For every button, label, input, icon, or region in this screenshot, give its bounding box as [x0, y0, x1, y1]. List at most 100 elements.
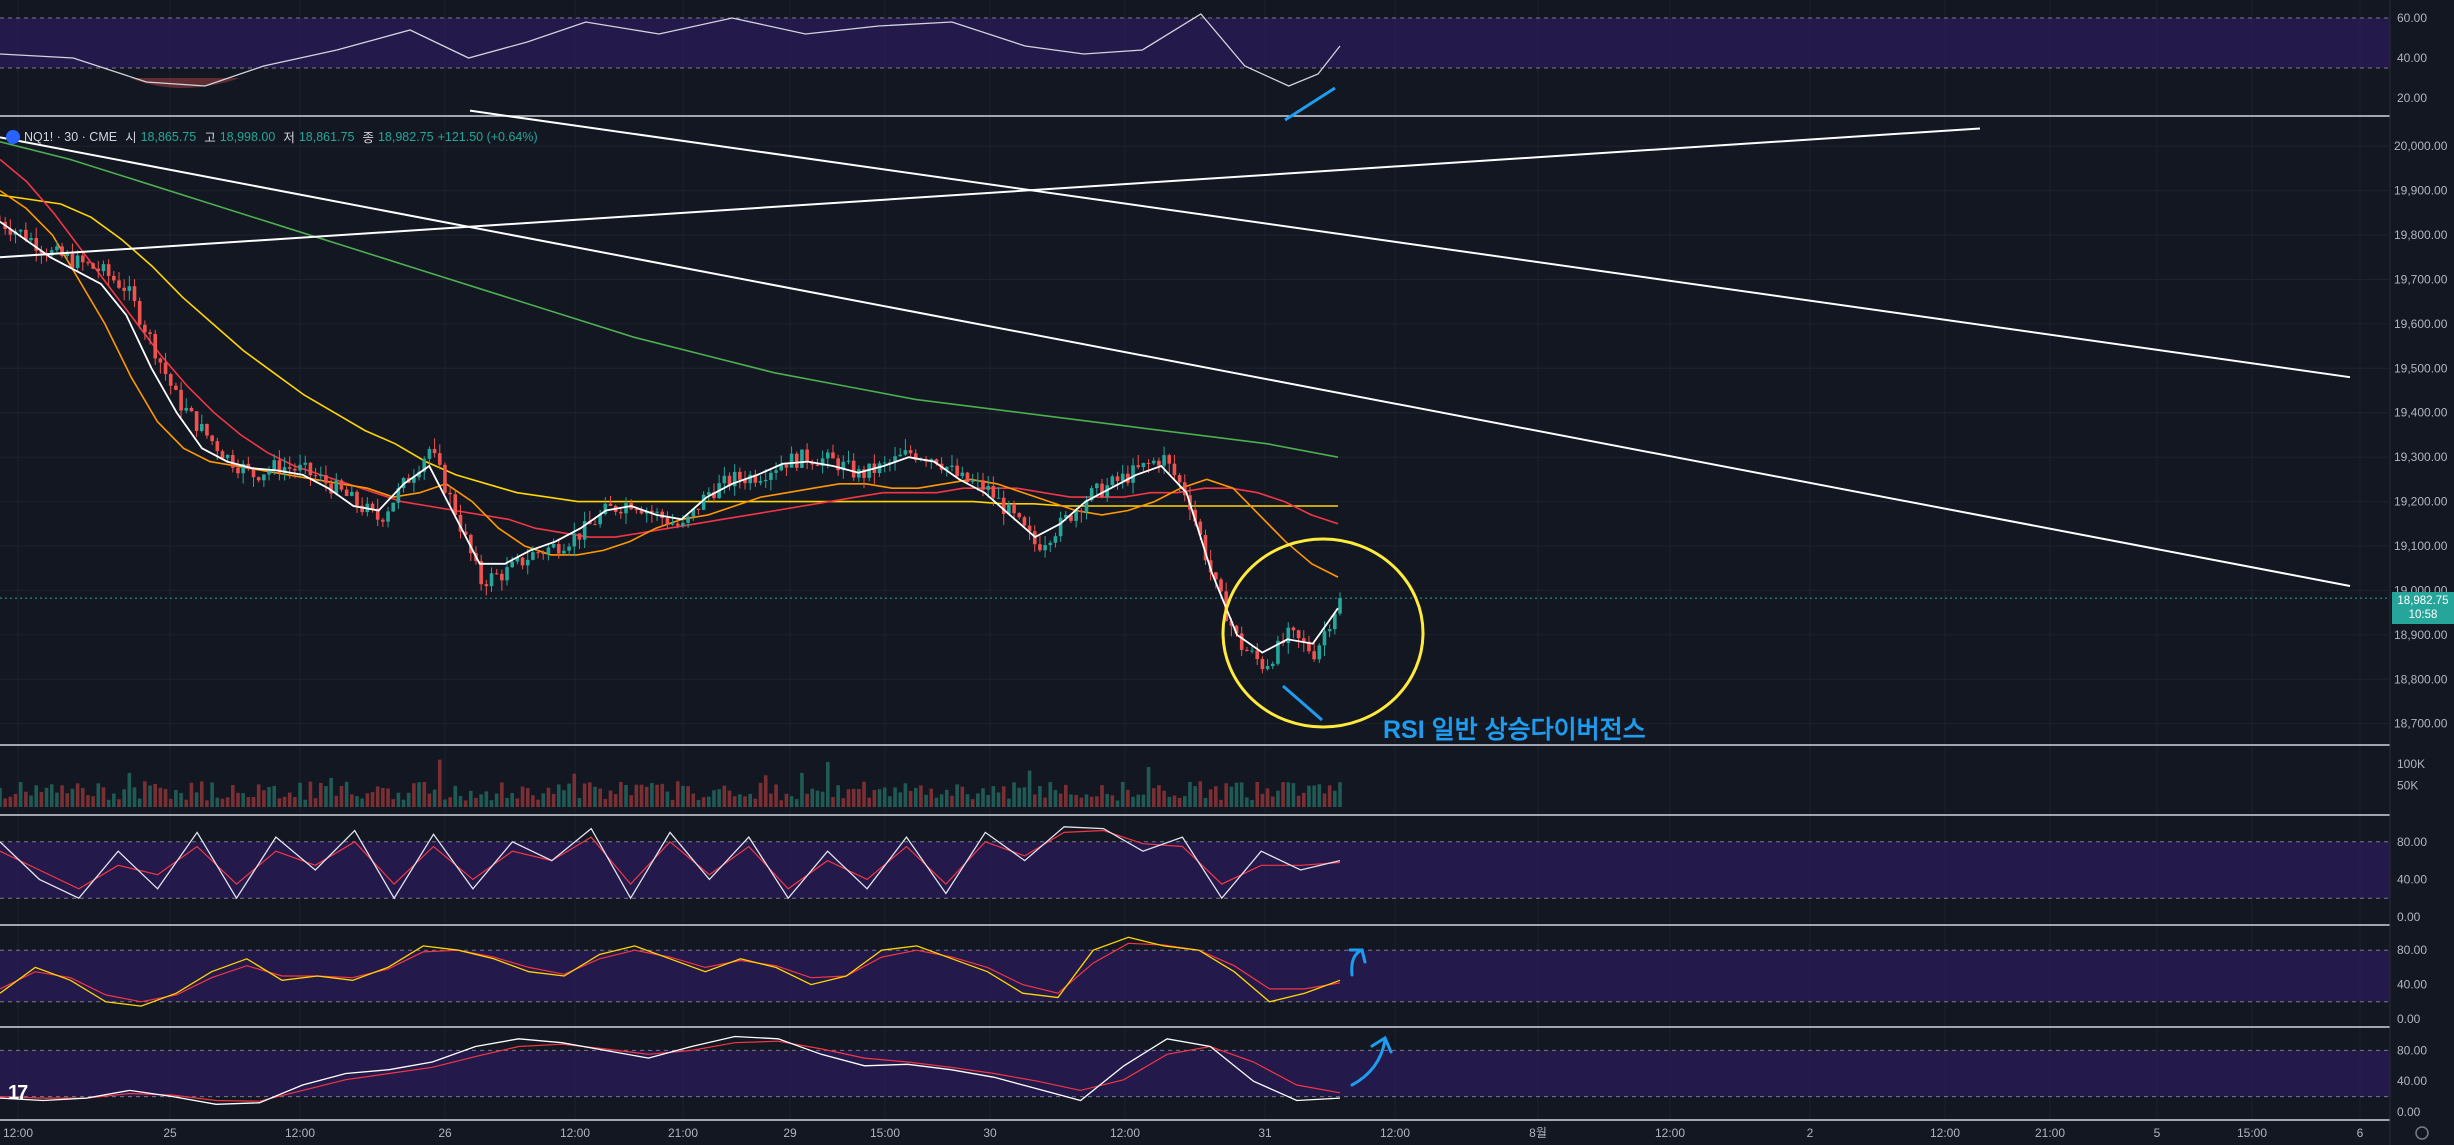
- volume-bar: [210, 782, 214, 807]
- price-tick-label: 19,300.00: [2394, 450, 2448, 464]
- stoch3-k-line: [0, 1035, 1341, 1105]
- candle-body: [996, 497, 1001, 499]
- price-tick-label: 19,600.00: [2394, 317, 2448, 331]
- symbol-name[interactable]: NQ1! · 30 · CME: [24, 129, 118, 144]
- candle-body: [184, 407, 189, 411]
- candle-body: [350, 491, 354, 496]
- volume-bar: [339, 786, 344, 807]
- volume-bar: [696, 800, 701, 807]
- candle-body: [1307, 641, 1311, 652]
- volume-bar: [70, 788, 75, 807]
- candle-body: [210, 435, 214, 442]
- candle-body: [960, 472, 965, 477]
- volume-bar: [1058, 793, 1063, 807]
- volume-bar: [691, 793, 696, 807]
- price-tick-label: 18,700.00: [2394, 717, 2448, 731]
- candle-body: [701, 494, 706, 510]
- candle-body: [396, 488, 401, 503]
- ema-green-line: [0, 141, 1339, 458]
- volume-bar: [453, 785, 458, 807]
- candle-body: [231, 455, 235, 468]
- volume-bar: [298, 782, 302, 807]
- volume-bar: [820, 791, 825, 807]
- time-tick-label: 12:00: [1930, 1126, 1960, 1140]
- time-tick-label: 15:00: [870, 1126, 900, 1140]
- candle-body: [986, 486, 990, 490]
- price-tick-label: 19,400.00: [2394, 406, 2448, 420]
- volume-bar: [707, 796, 711, 807]
- volume-bar: [976, 793, 980, 807]
- settings-gear-icon[interactable]: [2415, 1126, 2429, 1140]
- volume-bar: [1301, 792, 1306, 807]
- candle-body: [205, 424, 209, 436]
- candle-body: [774, 470, 778, 473]
- candle-body: [355, 491, 359, 506]
- volume-bar: [215, 797, 220, 807]
- volume-bar: [1151, 788, 1156, 807]
- candle-body: [298, 464, 302, 471]
- candle-body: [541, 553, 546, 555]
- volume-bar: [1157, 785, 1161, 807]
- volume-bar: [831, 797, 835, 807]
- candle-body: [55, 246, 59, 251]
- volume-bar: [1043, 797, 1047, 807]
- candle-body: [112, 275, 116, 281]
- candle-body: [670, 523, 675, 525]
- volume-bar: [148, 785, 152, 807]
- volume-bar: [463, 800, 468, 807]
- stoch1-d-line: [0, 829, 1341, 890]
- volume-bar: [484, 791, 489, 807]
- volume-bar: [1038, 786, 1042, 807]
- candle-body: [794, 453, 799, 468]
- volume-bar: [34, 785, 39, 807]
- volume-bar: [1079, 797, 1084, 807]
- volume-bar: [1265, 788, 1270, 807]
- candle-body: [246, 463, 251, 468]
- volume-bar: [106, 799, 111, 807]
- volume-bar: [1146, 767, 1151, 807]
- candle-body: [1017, 513, 1022, 518]
- volume-bar: [437, 759, 442, 807]
- candle-body: [877, 463, 882, 474]
- candle-body: [448, 492, 452, 495]
- volume-bar: [1131, 796, 1135, 807]
- volume-bar: [944, 789, 949, 807]
- volume-bar: [939, 794, 944, 807]
- volume-bar: [350, 794, 354, 807]
- volume-bar: [743, 796, 747, 807]
- volume-bar: [567, 783, 571, 807]
- volume-bar: [996, 792, 1001, 807]
- volume-bars: [0, 759, 1342, 807]
- time-tick-label: 2: [1807, 1126, 1814, 1140]
- candle-body: [318, 475, 323, 477]
- volume-bar: [174, 789, 178, 807]
- candle-body: [981, 480, 985, 490]
- candle-body: [225, 455, 230, 459]
- volume-bar: [712, 790, 716, 807]
- candle-body: [303, 462, 308, 465]
- candle-body: [572, 533, 577, 547]
- candle-body: [1193, 509, 1197, 522]
- volume-bar: [168, 798, 173, 807]
- bar-countdown: 10:58: [2408, 609, 2438, 621]
- rsi-oversold-fill: [130, 78, 240, 88]
- volume-bar: [132, 787, 137, 807]
- candle-body: [308, 462, 313, 476]
- volume-bar: [639, 784, 644, 807]
- volume-bar: [1270, 796, 1275, 807]
- candle-body: [1001, 497, 1006, 515]
- volume-bar: [199, 781, 204, 807]
- candle-body: [91, 263, 95, 269]
- candle-body: [391, 502, 396, 512]
- volume-bar: [1312, 785, 1316, 807]
- volume-bar: [701, 797, 706, 807]
- candles: [0, 215, 1342, 674]
- candle-body: [1084, 500, 1089, 513]
- candle-body: [1162, 455, 1166, 466]
- stoch3-up-arrow: [1350, 1038, 1387, 1087]
- candle-body: [769, 472, 773, 480]
- candle-body: [360, 505, 364, 513]
- volume-bar: [396, 792, 401, 807]
- volume-bar: [427, 793, 432, 807]
